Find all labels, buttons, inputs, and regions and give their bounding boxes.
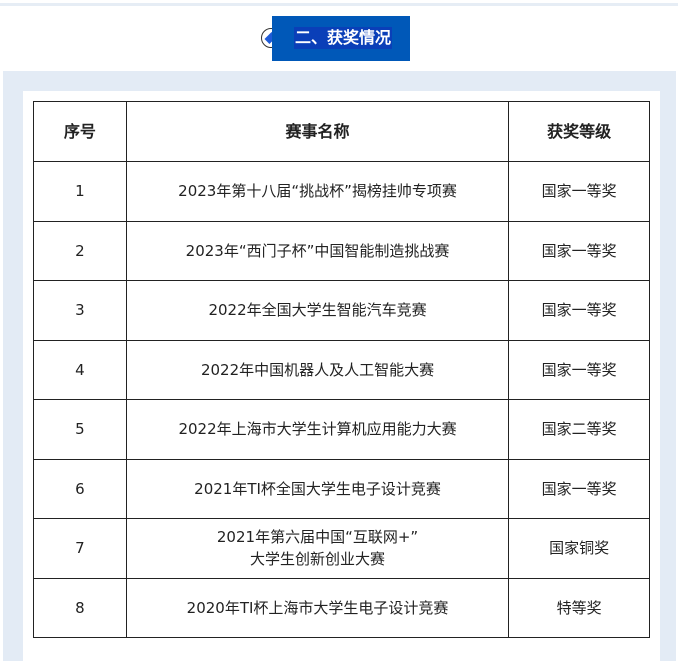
- section-banner: 二、获奖情况: [272, 16, 410, 61]
- cell-index: 8: [33, 577, 127, 638]
- awards-card: 序号 赛事名称 获奖等级 1 2023年第十八届“挑战杯”揭榜挂帅专项赛 国家一等奖…: [23, 91, 660, 661]
- cell-competition: 2022年全国大学生智能汽车竞赛: [125, 280, 510, 341]
- table-row: 3 2022年全国大学生智能汽车竞赛 国家一等奖: [33, 280, 650, 341]
- table-header-row: 序号 赛事名称 获奖等级: [33, 101, 650, 162]
- cell-award-level: 特等奖: [508, 577, 650, 638]
- cell-award-level: 国家一等奖: [508, 220, 650, 281]
- awards-panel: 序号 赛事名称 获奖等级 1 2023年第十八届“挑战杯”揭榜挂帅专项赛 国家一等奖…: [3, 71, 676, 661]
- table-row: 5 2022年上海市大学生计算机应用能力大赛 国家二等奖: [33, 399, 650, 460]
- cell-index: 5: [33, 399, 127, 460]
- section-title: 二、获奖情况: [294, 27, 393, 49]
- table-row: 2 2023年“西门子杯”中国智能制造挑战赛 国家一等奖: [33, 220, 650, 281]
- cell-competition: 2020年TI杯上海市大学生电子设计竞赛: [125, 577, 510, 638]
- table-row: 7 2021年第六届中国“互联网+” 大学生创新创业大赛 国家铜奖: [33, 518, 650, 579]
- table-row: 4 2022年中国机器人及人工智能大赛 国家一等奖: [33, 339, 650, 400]
- cell-index: 2: [33, 220, 127, 281]
- header-index: 序号: [33, 101, 127, 162]
- cell-award-level: 国家一等奖: [508, 280, 650, 341]
- cell-index: 4: [33, 339, 127, 400]
- top-divider: [0, 3, 678, 6]
- cell-competition: 2022年上海市大学生计算机应用能力大赛: [125, 399, 510, 460]
- cell-competition: 2021年TI杯全国大学生电子设计竞赛: [125, 458, 510, 519]
- cell-award-level: 国家二等奖: [508, 399, 650, 460]
- header-award-level: 获奖等级: [508, 101, 650, 162]
- cell-index: 1: [33, 161, 127, 222]
- cell-index: 6: [33, 458, 127, 519]
- cell-index: 7: [33, 518, 127, 579]
- table-row: 1 2023年第十八届“挑战杯”揭榜挂帅专项赛 国家一等奖: [33, 161, 650, 222]
- cell-award-level: 国家一等奖: [508, 339, 650, 400]
- cell-competition: 2021年第六届中国“互联网+” 大学生创新创业大赛: [125, 518, 510, 579]
- header-competition: 赛事名称: [125, 101, 510, 162]
- cell-competition: 2023年第十八届“挑战杯”揭榜挂帅专项赛: [125, 161, 510, 222]
- cell-award-level: 国家一等奖: [508, 161, 650, 222]
- table-row: 6 2021年TI杯全国大学生电子设计竞赛 国家一等奖: [33, 458, 650, 519]
- cell-competition: 2022年中国机器人及人工智能大赛: [125, 339, 510, 400]
- cell-award-level: 国家铜奖: [508, 518, 650, 579]
- cell-award-level: 国家一等奖: [508, 458, 650, 519]
- cell-index: 3: [33, 280, 127, 341]
- awards-table: 序号 赛事名称 获奖等级 1 2023年第十八届“挑战杯”揭榜挂帅专项赛 国家一等奖…: [33, 101, 650, 638]
- cell-competition: 2023年“西门子杯”中国智能制造挑战赛: [125, 220, 510, 281]
- table-row: 8 2020年TI杯上海市大学生电子设计竞赛 特等奖: [33, 577, 650, 638]
